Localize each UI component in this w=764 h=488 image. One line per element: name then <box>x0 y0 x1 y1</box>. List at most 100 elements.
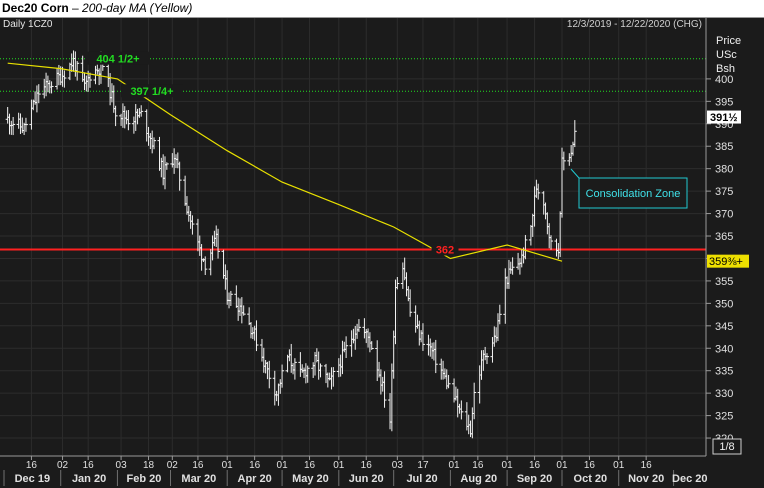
price-bar <box>331 367 336 387</box>
x-day-label-7: 01 <box>222 460 234 471</box>
price-bars <box>5 50 577 439</box>
price-bar <box>420 323 425 351</box>
y-tick-label-345: 345 <box>715 321 733 333</box>
x-day-label-12: 16 <box>361 460 373 471</box>
level-label-1: 397 1/4+ <box>130 86 173 98</box>
price-chart: 404 1/2+397 1/4+362 32032533033534034535… <box>0 18 764 488</box>
last-price-box <box>707 110 741 124</box>
x-month-label-12: Dec 20 <box>672 473 707 485</box>
price-bar <box>305 365 310 383</box>
x-day-label-8: 16 <box>249 460 261 471</box>
date-range: 12/3/2019 - 12/22/2020 (CHG) <box>567 19 702 30</box>
x-day-label-5: 02 <box>167 460 179 471</box>
x-day-label-18: 16 <box>529 460 541 471</box>
x-month-label-11: Nov 20 <box>628 473 664 485</box>
x-day-label-20: 16 <box>584 460 596 471</box>
level-label-0: 404 1/2+ <box>96 54 139 66</box>
price-bar <box>139 105 144 117</box>
price-bar <box>536 183 541 200</box>
x-day-label-21: 01 <box>613 460 625 471</box>
x-month-label-4: Apr 20 <box>238 473 272 485</box>
tick-unit-label: 1/8 <box>719 441 734 453</box>
x-day-label-16: 16 <box>472 460 484 471</box>
level-labels: 404 1/2+ 397 1/4+ 362 <box>87 51 459 256</box>
price-bar <box>433 339 438 374</box>
price-bar <box>408 289 413 317</box>
x-day-label-9: 01 <box>277 460 289 471</box>
x-day-label-0: 16 <box>26 460 38 471</box>
x-month-label-5: May 20 <box>292 473 329 485</box>
price-bar <box>292 358 297 380</box>
title-separator: – <box>68 1 83 15</box>
x-day-label-1: 02 <box>57 460 69 471</box>
x-day-label-2: 16 <box>83 460 95 471</box>
price-bar <box>280 364 285 388</box>
x-month-label-10: Oct 20 <box>574 473 608 485</box>
price-bar <box>369 341 374 350</box>
x-day-label-15: 01 <box>448 460 460 471</box>
x-day-label-17: 01 <box>502 460 514 471</box>
price-bar <box>497 304 502 325</box>
price-bar <box>446 374 451 389</box>
y-tick-label-340: 340 <box>715 343 733 355</box>
price-bar <box>344 336 349 359</box>
ma-value-box <box>707 254 749 268</box>
x-day-label-22: 16 <box>641 460 653 471</box>
price-bar <box>177 161 182 191</box>
price-bar <box>36 84 41 104</box>
price-bar <box>190 215 195 235</box>
x-day-label-3: 03 <box>116 460 128 471</box>
ma-200-line <box>7 62 563 262</box>
price-bar <box>523 234 528 260</box>
y-tick-label-330: 330 <box>715 388 733 400</box>
y-tick-label-395: 395 <box>715 96 733 108</box>
price-bar <box>382 371 387 408</box>
level-label-bg-2 <box>431 242 459 256</box>
price-bar <box>561 151 566 171</box>
chart-title-bar: Dec20 Corn – 200-day MA (Yellow) <box>0 0 764 18</box>
price-bar <box>113 105 118 127</box>
price-bar <box>87 72 92 88</box>
price-bar <box>395 276 400 290</box>
y-axis-label-line-2: USc <box>716 49 737 61</box>
y-axis-label-line-3: Bsh <box>716 63 735 75</box>
x-month-label-6: Jun 20 <box>349 473 384 485</box>
chart-title: Dec20 Corn – 200-day MA (Yellow) <box>2 1 192 15</box>
consolidation-annotation: Consolidation Zone <box>570 168 688 209</box>
level-label-bg-0 <box>87 51 149 65</box>
chart-subtitle: 200-day MA (Yellow) <box>82 1 193 15</box>
tick-unit-box <box>712 438 742 455</box>
level-label-2: 362 <box>436 244 454 256</box>
price-bar <box>164 162 169 170</box>
price-bar <box>318 363 323 378</box>
grid-lines <box>0 18 706 456</box>
y-tick-label-375: 375 <box>715 186 733 198</box>
x-axis-ticks: 16 02 16 03 18 02 16 01 16 01 16 01 16 03 17 01 16 01 16 01… <box>3 456 708 486</box>
x-month-label-7: Jul 20 <box>406 473 437 485</box>
x-month-label-9: Sep 20 <box>517 473 552 485</box>
price-bar <box>472 382 477 420</box>
y-axis-label-line-1: Price <box>716 35 741 47</box>
price-bar <box>11 117 16 136</box>
ma-value-label: 359⅜+ <box>709 256 743 268</box>
x-month-label-3: Mar 20 <box>181 473 216 485</box>
price-bar <box>126 110 131 131</box>
x-day-label-11: 01 <box>333 460 345 471</box>
y-tick-label-335: 335 <box>715 366 733 378</box>
y-tick-label-385: 385 <box>715 141 733 153</box>
price-bar <box>254 320 259 352</box>
y-tick-label-400: 400 <box>715 74 733 86</box>
chart-background <box>0 18 764 488</box>
y-tick-label-355: 355 <box>715 276 733 288</box>
price-bar <box>216 228 221 259</box>
y-tick-label-350: 350 <box>715 298 733 310</box>
price-bar <box>62 70 67 88</box>
y-tick-label-365: 365 <box>715 231 733 243</box>
price-bar <box>267 360 272 389</box>
x-month-label-2: Feb 20 <box>127 473 162 485</box>
x-month-label-1: Jan 20 <box>72 473 106 485</box>
price-bar <box>152 137 157 150</box>
price-bar <box>49 81 54 94</box>
x-day-label-4: 18 <box>143 460 155 471</box>
annotation-text: Consolidation Zone <box>586 188 681 200</box>
